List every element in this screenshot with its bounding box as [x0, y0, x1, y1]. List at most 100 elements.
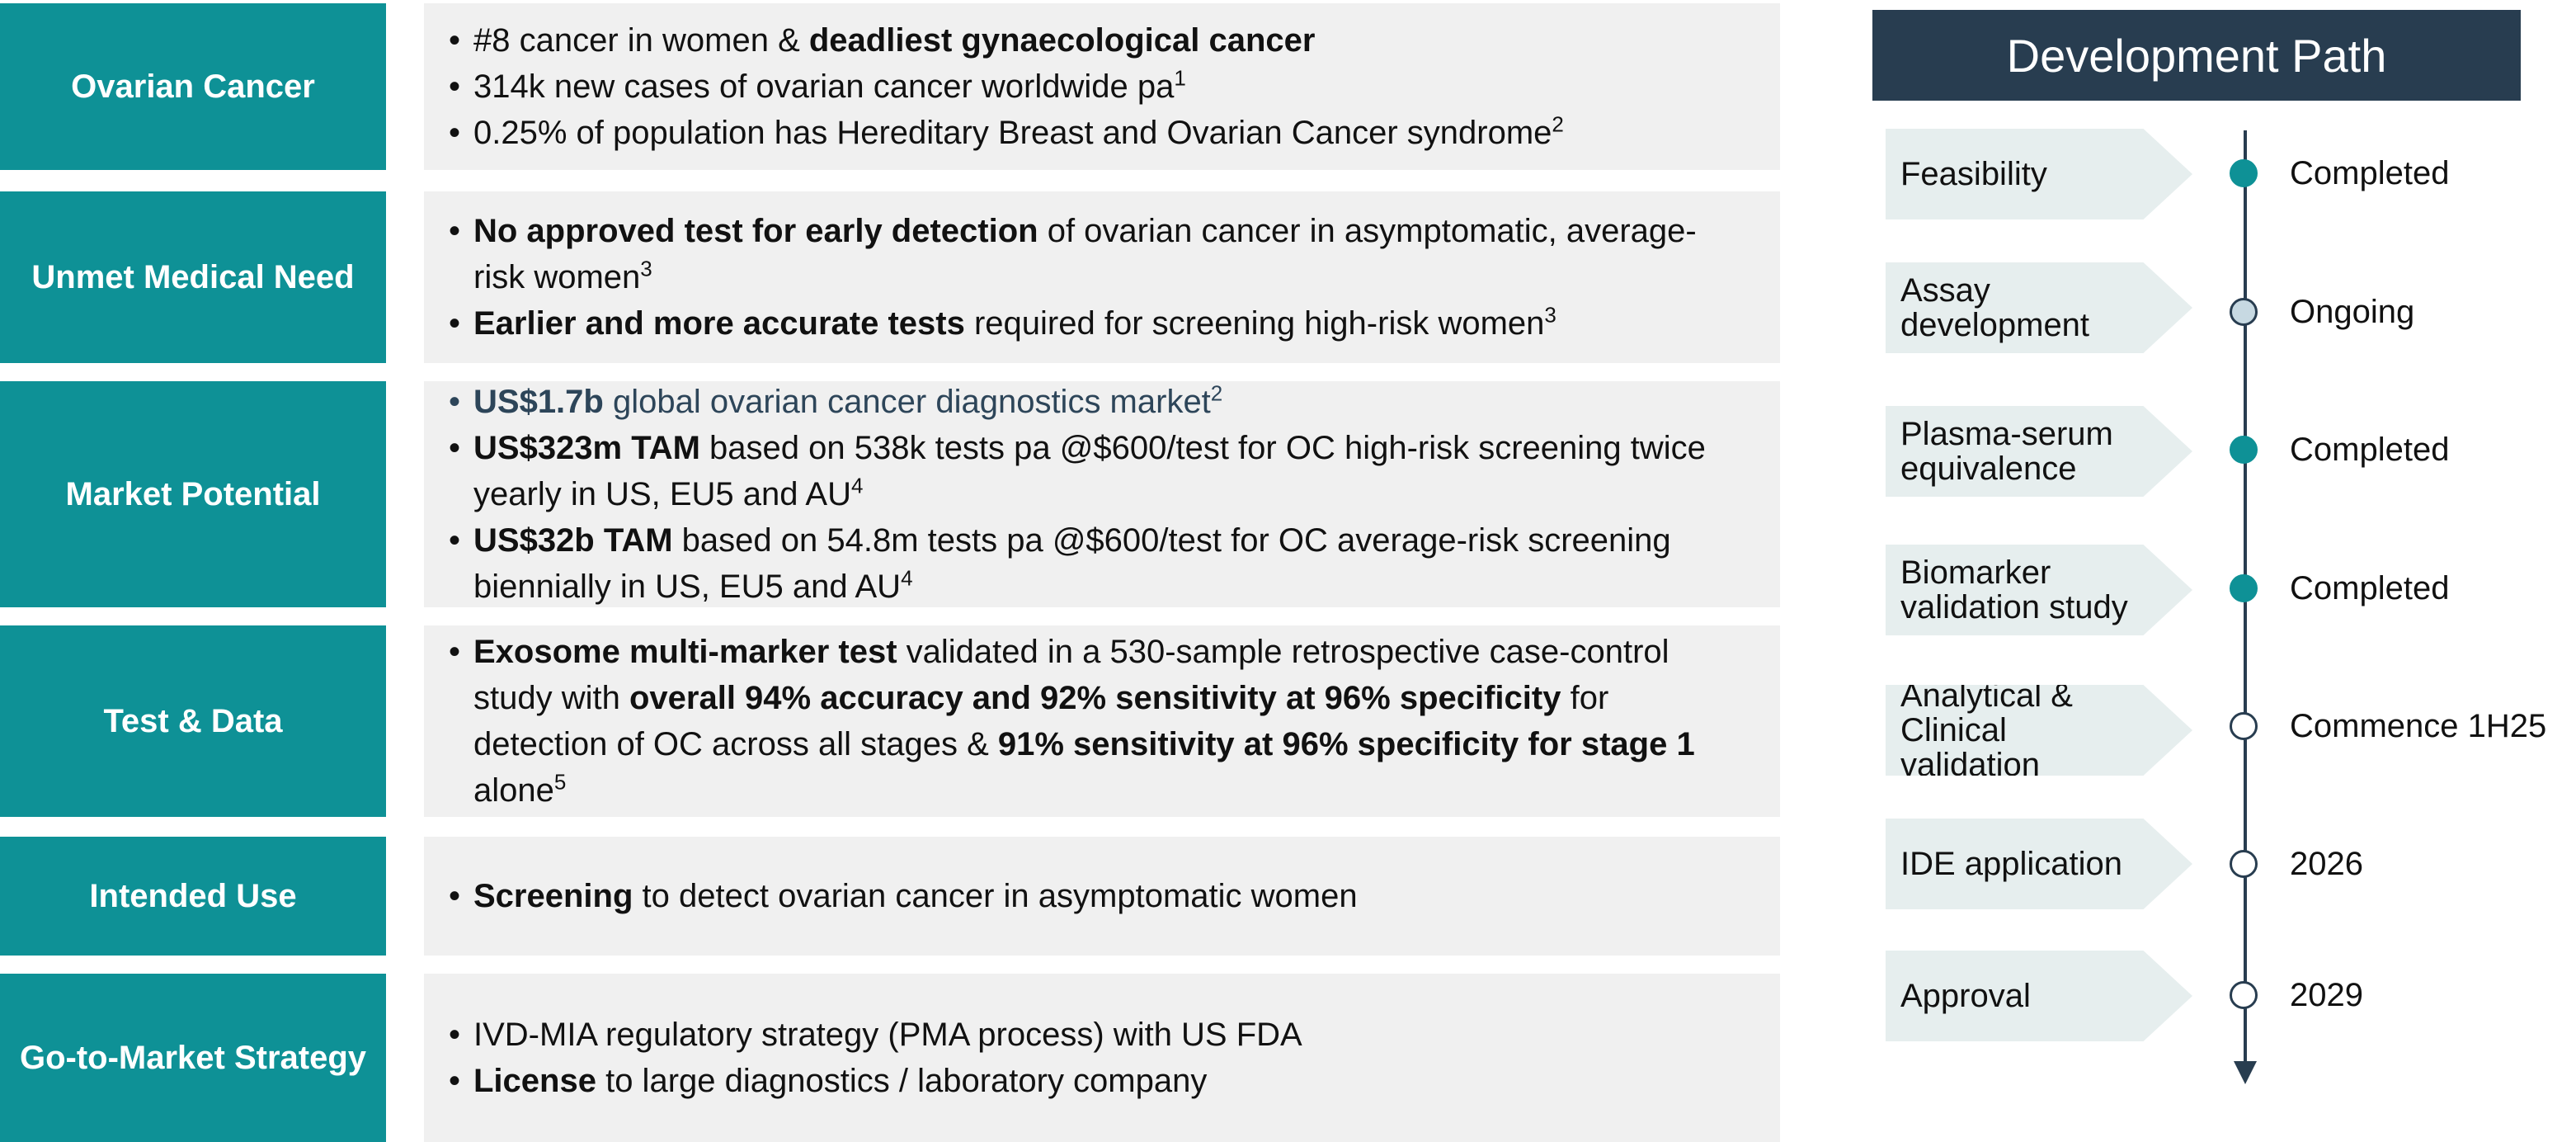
bullet-icon: • — [449, 115, 461, 151]
bullet-item: • 314k new cases of ovarian cancer worldw… — [449, 64, 1747, 110]
bullet-emphasis: No approved test for early detection — [473, 213, 1038, 249]
milestone-node-icon — [2230, 850, 2258, 878]
row-content: • #8 cancer in women & deadliest gynaecol… — [424, 3, 1780, 170]
milestone-node-icon — [2230, 159, 2258, 187]
bullet-icon: • — [449, 522, 461, 559]
row-label-text: Intended Use — [89, 878, 297, 914]
timeline-arrow-icon — [2234, 1061, 2257, 1084]
bullet-segment: IVD-MIA regulatory strategy (PMA process… — [473, 1017, 1302, 1053]
table-row: Unmet Medical Need • No approved test for … — [0, 191, 1782, 363]
bullet-segment: to large diagnostics / laboratory compan… — [596, 1063, 1208, 1099]
bullet-item: • IVD-MIA regulatory strategy (PMA proces… — [449, 1012, 1747, 1058]
bullet-text: Earlier and more accurate tests required… — [473, 300, 1747, 347]
stage-name: Analytical & Clinical validation — [1900, 677, 2073, 783]
footnote-ref: 3 — [1544, 302, 1556, 328]
bullet-icon: • — [449, 430, 461, 466]
bullet-segment: of ovarian cancer in asymptomatic, avera… — [473, 213, 1697, 295]
row-label: Ovarian Cancer — [0, 3, 386, 170]
row-content: • Screening to detect ovarian cancer in a… — [424, 837, 1780, 956]
bullet-emphasis: Exosome multi-marker test — [473, 634, 897, 670]
bullet-icon: • — [449, 1063, 461, 1099]
stage-chevron: Assay development — [1886, 262, 2192, 353]
footnote-ref: 2 — [1210, 380, 1223, 406]
bullet-item: • 0.25% of population has Hereditary Brea… — [449, 110, 1747, 156]
bullet-segment: 0.25% of population has Hereditary Breas… — [473, 115, 1552, 151]
bullet-icon: • — [449, 22, 461, 59]
bullet-emphasis: Earlier and more accurate tests — [473, 305, 965, 342]
bullet-item: • License to large diagnostics / laborato… — [449, 1058, 1747, 1104]
bullet-item: • Screening to detect ovarian cancer in a… — [449, 873, 1747, 919]
bullet-icon: • — [449, 634, 461, 670]
stage-status: Ongoing — [2290, 294, 2415, 330]
stage-name: Approval — [1900, 978, 2031, 1014]
bullet-segment: validated in a 530-sample retrospective … — [473, 634, 1669, 716]
stage-status: Completed — [2290, 570, 2450, 606]
bullet-segment: #8 cancer in women & — [473, 22, 809, 59]
bullet-segment: global ovarian cancer diagnostics market — [603, 384, 1211, 420]
bullet-text: US$32b TAM based on 54.8m tests pa @$600… — [473, 517, 1747, 610]
milestone-node-icon — [2230, 298, 2258, 326]
footnote-ref: 5 — [553, 769, 567, 795]
stage-name: Biomarker validation study — [1900, 554, 2128, 625]
footnote-ref: 4 — [901, 565, 913, 591]
bullet-icon: • — [449, 68, 461, 105]
bullet-emphasis: License — [473, 1063, 596, 1099]
stage-name: Feasibility — [1900, 156, 2047, 192]
row-label: Intended Use — [0, 837, 386, 956]
bullet-text: 0.25% of population has Hereditary Breas… — [473, 110, 1747, 156]
bullet-emphasis: overall 94% accuracy and 92% sensitivity… — [629, 680, 1561, 716]
bullet-item: • US$1.7b global ovarian cancer diagnosti… — [449, 379, 1747, 425]
bullet-text: #8 cancer in women & deadliest gynaecolo… — [473, 17, 1747, 64]
bullet-emphasis: deadliest gynaecological cancer — [808, 22, 1316, 59]
bullet-item: • US$32b TAM based on 54.8m tests pa @$60… — [449, 517, 1747, 610]
stage-chevron: IDE application — [1886, 819, 2192, 909]
footnote-ref: 2 — [1552, 111, 1564, 137]
row-label-text: Test & Data — [103, 703, 283, 739]
stage-status: Completed — [2290, 155, 2450, 191]
milestone-node-icon — [2230, 574, 2258, 602]
bullet-item: • Exosome multi-marker test validated in … — [449, 629, 1747, 814]
bullet-item: • No approved test for early detection of… — [449, 208, 1747, 300]
table-row: Market Potential • US$1.7b global ovarian … — [0, 381, 1782, 607]
bullet-item: • Earlier and more accurate tests require… — [449, 300, 1747, 347]
stage-chevron: Biomarker validation study — [1886, 545, 2192, 635]
bullet-segment: required for screening high-risk women — [964, 305, 1545, 342]
row-content: • IVD-MIA regulatory strategy (PMA proces… — [424, 974, 1780, 1142]
bullet-text: US$323m TAM based on 538k tests pa @$600… — [473, 425, 1747, 517]
footnote-ref: 3 — [640, 256, 652, 281]
milestone-node-icon — [2230, 981, 2258, 1009]
bullet-text: Screening to detect ovarian cancer in as… — [473, 873, 1747, 919]
stage-status: 2026 — [2290, 846, 2363, 882]
stage-name: Plasma-serum equivalence — [1900, 416, 2113, 487]
bullet-segment: to detect ovarian cancer in asymptomatic… — [633, 878, 1358, 914]
bullet-text: IVD-MIA regulatory strategy (PMA process… — [473, 1012, 1747, 1058]
bullet-emphasis: US$1.7b — [473, 384, 604, 420]
stage-chevron: Plasma-serum equivalence — [1886, 406, 2192, 497]
stage-name: IDE application — [1900, 846, 2123, 882]
bullet-emphasis: US$32b TAM — [473, 522, 673, 559]
row-label: Unmet Medical Need — [0, 191, 386, 363]
row-label-text: Go-to-Market Strategy — [19, 1040, 367, 1076]
bullet-icon: • — [449, 305, 461, 342]
footnote-ref: 1 — [1174, 65, 1186, 91]
bullet-text: US$1.7b global ovarian cancer diagnostic… — [473, 379, 1747, 425]
bullet-text: License to large diagnostics / laborator… — [473, 1058, 1747, 1104]
bullet-text: No approved test for early detection of … — [473, 208, 1747, 300]
bullet-segment: based on 538k tests pa @$600/test for OC… — [473, 430, 1706, 512]
bullet-icon: • — [449, 1017, 461, 1053]
stage-status: Commence 1H25 — [2290, 708, 2547, 744]
bullet-text: 314k new cases of ovarian cancer worldwi… — [473, 64, 1747, 110]
row-label-text: Unmet Medical Need — [31, 259, 355, 295]
bullet-item: • #8 cancer in women & deadliest gynaecol… — [449, 17, 1747, 64]
stage-name: Assay development — [1900, 272, 2090, 343]
bullet-text: Exosome multi-marker test validated in a… — [473, 629, 1747, 814]
bullet-segment: based on 54.8m tests pa @$600/test for O… — [473, 522, 1671, 605]
bullet-emphasis: US$323m TAM — [473, 430, 700, 466]
table-row: Ovarian Cancer • #8 cancer in women & dead… — [0, 3, 1782, 170]
row-label: Market Potential — [0, 381, 386, 607]
row-label-text: Market Potential — [65, 476, 321, 512]
stage-status: 2029 — [2290, 977, 2363, 1013]
footnote-ref: 4 — [851, 473, 864, 498]
bullet-segment: alone — [473, 772, 554, 809]
row-content: • US$1.7b global ovarian cancer diagnosti… — [424, 381, 1780, 607]
